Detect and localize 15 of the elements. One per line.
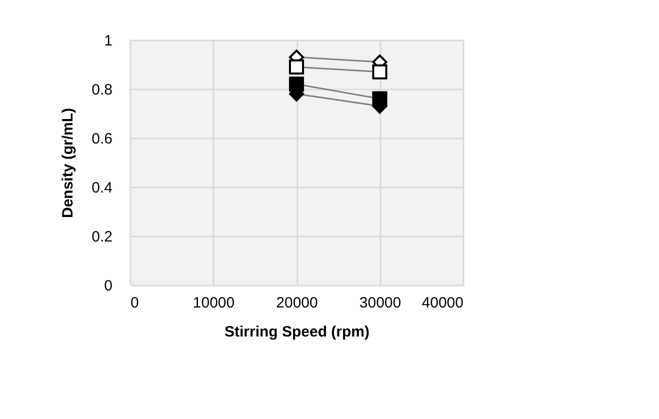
x-axis-title: Stirring Speed (rpm) [224, 324, 370, 340]
y-tick-label: 0 [104, 278, 112, 294]
point [372, 64, 388, 80]
y-tick-label: 0.2 [92, 228, 112, 246]
y-axis-title: Density (gr/mL) [60, 108, 77, 218]
y-tick-label: 1 [104, 32, 112, 50]
x-tick-label: 0 [130, 294, 139, 312]
y-tick-label: 0.6 [92, 130, 112, 148]
y-tick-label: 0.4 [92, 180, 112, 196]
x-tick-label: 30000 [359, 294, 402, 312]
x-tick-label: 40000 [422, 294, 464, 312]
x-tick-label: 20000 [276, 294, 318, 312]
x-tick-label: 10000 [192, 294, 235, 312]
y-tick-label: 0.8 [92, 82, 112, 98]
point [288, 59, 304, 74]
